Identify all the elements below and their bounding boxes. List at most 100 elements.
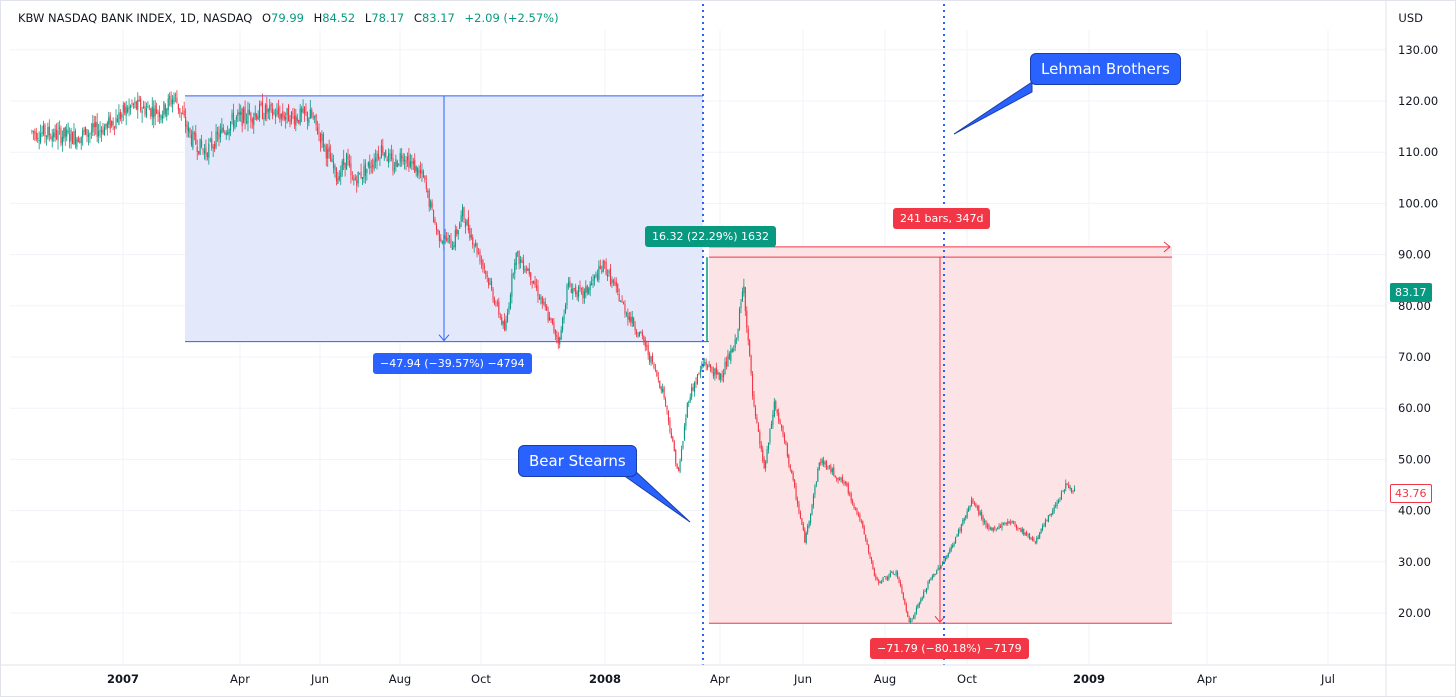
candle-body (251, 119, 253, 123)
candle-body (309, 109, 311, 119)
candle-body (937, 567, 939, 571)
candle-body (989, 528, 991, 529)
candle-body (814, 485, 816, 495)
candle-body (659, 380, 661, 388)
candle-body (966, 511, 968, 517)
candle-body (622, 302, 625, 305)
candle-body (425, 182, 427, 189)
candle-body (476, 243, 478, 254)
candle-body (743, 285, 745, 293)
candle-body (762, 449, 764, 461)
candle-body (167, 98, 169, 111)
candle-body (212, 146, 214, 149)
x-tick-label: Oct (957, 672, 977, 686)
candle-body (1005, 523, 1007, 525)
blue-measure-label[interactable]: −47.94 (−39.57%) −4794 (373, 353, 532, 374)
candle-body (324, 144, 326, 146)
candle-body (839, 479, 841, 481)
red-range-arrow-head (1163, 241, 1171, 253)
candle-body (505, 321, 507, 330)
candle-body (367, 162, 369, 167)
candle-body (955, 537, 957, 543)
candle-body (804, 530, 806, 543)
last-price-tag[interactable]: 83.17 (1390, 283, 1432, 302)
candle-body (321, 133, 323, 141)
candle-body (76, 139, 78, 147)
candle-body (138, 100, 140, 101)
candle-body (250, 112, 252, 121)
candle-body (892, 572, 894, 575)
candle-body (979, 512, 981, 515)
candle-body (319, 133, 322, 143)
candle-body (58, 127, 61, 129)
current-price-tag[interactable]: 43.76 (1390, 484, 1432, 503)
candle-body (473, 245, 475, 247)
candle-body (87, 134, 90, 137)
y-tick-label: 50.00 (1398, 452, 1431, 466)
candle-body (1027, 534, 1029, 536)
lehman-brothers-callout[interactable]: Lehman Brothers (1030, 53, 1181, 85)
candle-body (707, 365, 709, 369)
candle-body (483, 265, 485, 270)
candle-body (422, 171, 424, 178)
candle-body (580, 288, 583, 290)
candle-body (927, 581, 929, 588)
bear-stearns-callout[interactable]: Bear Stearns (518, 445, 637, 477)
candle-body (274, 114, 277, 118)
candle-body (773, 401, 775, 417)
red-measure-label[interactable]: −71.79 (−80.18%) −7179 (870, 638, 1029, 659)
candle-body (288, 105, 290, 122)
candle-body (277, 107, 279, 115)
candle-body (557, 337, 559, 344)
candle-body (834, 475, 836, 478)
candle-body (114, 126, 116, 129)
candle-body (243, 108, 245, 124)
candle-body (419, 169, 422, 174)
candle-body (847, 484, 849, 494)
candle-body (844, 481, 846, 483)
candle-body (789, 464, 791, 470)
candle-body (1040, 528, 1042, 534)
candle-body (280, 114, 282, 119)
candle-body (699, 370, 701, 373)
candle-body (389, 154, 391, 156)
candle-body (641, 332, 643, 336)
candle-body (219, 129, 221, 138)
candle-body (860, 521, 862, 522)
candle-body (177, 103, 179, 110)
candle-body (1028, 533, 1031, 539)
candle-body (443, 241, 445, 243)
candle-body (240, 111, 242, 115)
candle-body (187, 127, 190, 132)
red-range-label[interactable]: 241 bars, 347d (893, 208, 991, 229)
candle-body (554, 329, 556, 336)
candle-body (633, 317, 635, 327)
candle-body (625, 313, 627, 315)
candle-body (636, 331, 638, 335)
close-value: 83.17 (421, 11, 455, 25)
candle-body (614, 283, 616, 284)
candle-body (235, 116, 237, 120)
candle-body (823, 460, 825, 465)
candle-body (640, 331, 642, 333)
candle-body (290, 111, 293, 122)
candle-body (778, 412, 780, 421)
candle-body (409, 161, 411, 167)
green-measure-label[interactable]: 16.32 (22.29%) 1632 (645, 226, 777, 247)
candle-body (272, 108, 274, 116)
candle-body (836, 478, 838, 480)
candle-body (841, 477, 844, 482)
candle-body (849, 493, 851, 495)
candle-body (469, 228, 471, 239)
candle-body (830, 466, 832, 472)
y-tick-label: 80.00 (1398, 299, 1431, 313)
candle-body (346, 153, 348, 170)
candle-body (74, 131, 76, 145)
candle-body (96, 122, 98, 137)
candle-body (817, 469, 819, 482)
x-tick-label: Aug (389, 672, 411, 686)
candle-body (947, 553, 949, 557)
candle-body (348, 160, 351, 166)
candle-body (824, 462, 826, 465)
